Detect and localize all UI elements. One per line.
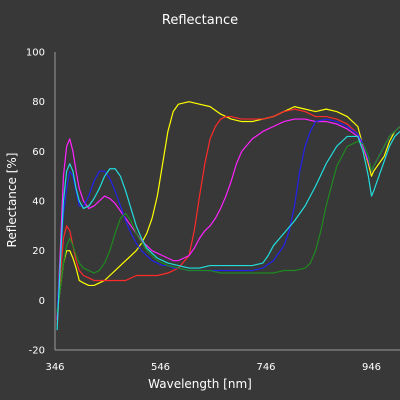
y-tick-label: 100 (26, 48, 45, 59)
x-tick-label: 946 (362, 362, 381, 373)
y-tick-label: 80 (32, 97, 45, 108)
series-group (56, 101, 400, 331)
x-tick-label: 746 (256, 362, 275, 373)
y-tick-label: 60 (32, 147, 45, 158)
series-line-3 (56, 118, 400, 321)
x-tick-label: 346 (45, 362, 64, 373)
series-line-1 (56, 101, 400, 313)
series-line-5 (56, 126, 400, 313)
series-line-4 (56, 118, 400, 313)
y-tick-label: 0 (39, 296, 45, 307)
chart-title: Reflectance (162, 13, 238, 28)
y-axis-label: Reflectance [%] (5, 153, 19, 248)
x-axis-label: Wavelength [nm] (148, 377, 252, 391)
y-tick-group: -20 0 20 40 60 80 100 (26, 48, 45, 357)
x-tick-group: 346 546 746 946 (45, 362, 381, 373)
series-line-6 (56, 131, 400, 331)
y-tick-label: 20 (32, 246, 45, 257)
x-tick-label: 546 (151, 362, 170, 373)
series-line-2 (56, 108, 400, 326)
y-tick-label: 40 (32, 197, 45, 208)
y-tick-label: -20 (29, 346, 45, 357)
